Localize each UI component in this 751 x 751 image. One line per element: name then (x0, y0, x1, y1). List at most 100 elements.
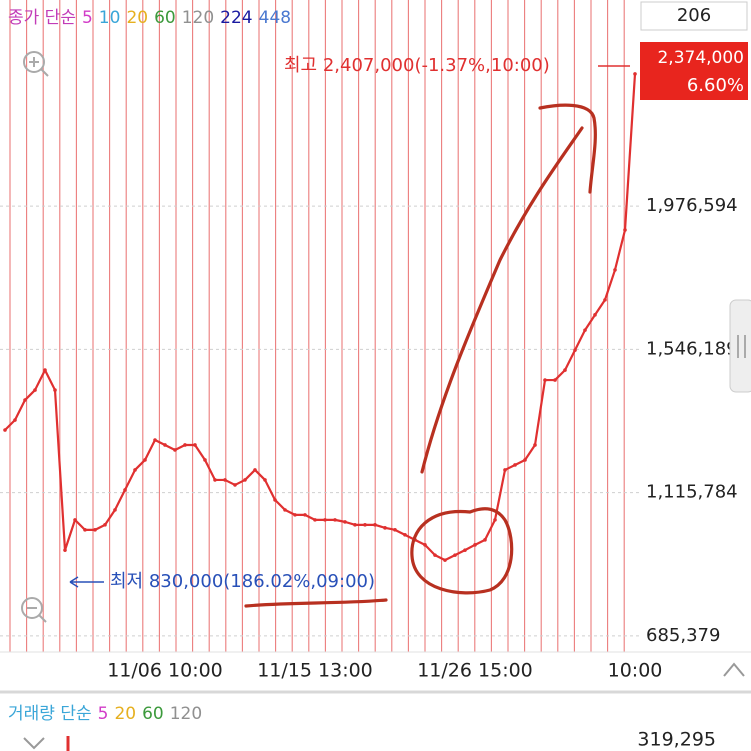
x-axis-band (0, 652, 751, 690)
x-axis: 11/06 10:00 11/15 13:00 11/26 15:00 10:00 (107, 660, 662, 682)
x-tick-label: 11/15 13:00 (257, 660, 373, 682)
legend-entry: 20 (114, 704, 136, 724)
y-tick-label: 1,115,784 (646, 482, 738, 503)
price-point (363, 523, 367, 527)
price-point (83, 528, 87, 532)
price-point (203, 458, 207, 462)
price-point (233, 483, 237, 487)
price-point (63, 548, 67, 552)
price-point (283, 508, 287, 512)
price-point (463, 548, 467, 552)
price-tag (640, 42, 748, 100)
hand-circle (410, 507, 514, 595)
x-tick-label: 11/06 10:00 (107, 660, 223, 682)
price-point (183, 443, 187, 447)
price-point (423, 543, 427, 547)
counter-box (640, 1, 748, 31)
legend-entry: 224 (220, 8, 252, 28)
legend-prefix: 종가 단순 (8, 8, 76, 28)
low-annotation: 최저 830,000(186.02%,09:00) (110, 571, 375, 592)
legend-entry: 60 (142, 704, 164, 724)
price-point (143, 458, 147, 462)
y-axis: 685,379 1,115,784 1,546,189 1,976,594 (646, 195, 738, 646)
x-tick-label: 10:00 (608, 660, 663, 682)
price-point (53, 388, 57, 392)
expand-icon[interactable] (723, 662, 745, 677)
price-point (163, 443, 167, 447)
price-point (173, 448, 177, 452)
price-point (3, 428, 7, 432)
legend-entry: 10 (99, 8, 121, 28)
time-grid (9, 0, 625, 652)
price-point (543, 378, 547, 382)
price-point (343, 520, 347, 524)
price-point (153, 438, 157, 442)
legend-entry: 120 (170, 704, 202, 724)
price-point (533, 443, 537, 447)
scroll-handle[interactable] (729, 299, 751, 393)
price-point (133, 468, 137, 472)
price-point (243, 478, 247, 482)
collapse-icon[interactable] (23, 737, 45, 750)
price-line (4, 73, 637, 562)
price-point (573, 348, 577, 352)
price-point (623, 228, 627, 232)
price-point (333, 518, 337, 522)
price-point (193, 443, 197, 447)
y-tick-label: 685,379 (646, 625, 720, 646)
price-point (603, 298, 607, 302)
zoom-out-icon[interactable] (21, 597, 47, 623)
price-point (483, 538, 487, 542)
price-point (503, 468, 507, 472)
price-point (103, 523, 107, 527)
price-point (43, 368, 47, 372)
legend: 종가 단순 5 10 20 60 120 224 448 (8, 8, 291, 28)
price-grid (0, 205, 640, 637)
price-point (93, 528, 97, 532)
price-point (313, 518, 317, 522)
legend-entry: 120 (182, 8, 214, 28)
low-arrow (69, 576, 104, 588)
price-point (123, 488, 127, 492)
price-point (443, 558, 447, 562)
high-annotation: 최고 2,407,000(-1.37%,10:00) (284, 55, 550, 76)
price-point (293, 513, 297, 517)
price-point (23, 398, 27, 402)
price-point (33, 388, 37, 392)
price-point (393, 528, 397, 532)
price-point (73, 518, 77, 522)
price-point (633, 72, 637, 76)
price-point (403, 533, 407, 537)
price-point (323, 518, 327, 522)
y-tick-label: 1,976,594 (646, 195, 738, 216)
price-point (383, 526, 387, 530)
price-point (273, 498, 277, 502)
zoom-in-icon[interactable] (23, 51, 49, 77)
price-point (583, 328, 587, 332)
hand-arrow (420, 126, 584, 474)
legend-entry: 448 (259, 8, 291, 28)
legend-entry: 5 (98, 704, 109, 724)
hand-drawing (244, 103, 597, 608)
hand-underline (244, 598, 388, 608)
price-point (213, 478, 217, 482)
volume-legend: 거래량 단순 5 20 60 120 (8, 704, 202, 724)
price-point (433, 553, 437, 557)
price-point (523, 458, 527, 462)
legend-prefix: 거래량 단순 (8, 704, 92, 724)
price-tag-change: 6.60% (687, 75, 744, 96)
price-point (553, 378, 557, 382)
legend-entry: 20 (126, 8, 148, 28)
price-point (473, 543, 477, 547)
price-point (613, 268, 617, 272)
price-point (453, 553, 457, 557)
y-tick-label: 1,546,189 (646, 338, 738, 359)
price-point (593, 313, 597, 317)
price-point (373, 523, 377, 527)
legend-entry: 5 (82, 8, 93, 28)
x-tick-label: 11/26 15:00 (417, 660, 533, 682)
price-point (513, 463, 517, 467)
plot (3, 72, 637, 562)
price-point (493, 518, 497, 522)
